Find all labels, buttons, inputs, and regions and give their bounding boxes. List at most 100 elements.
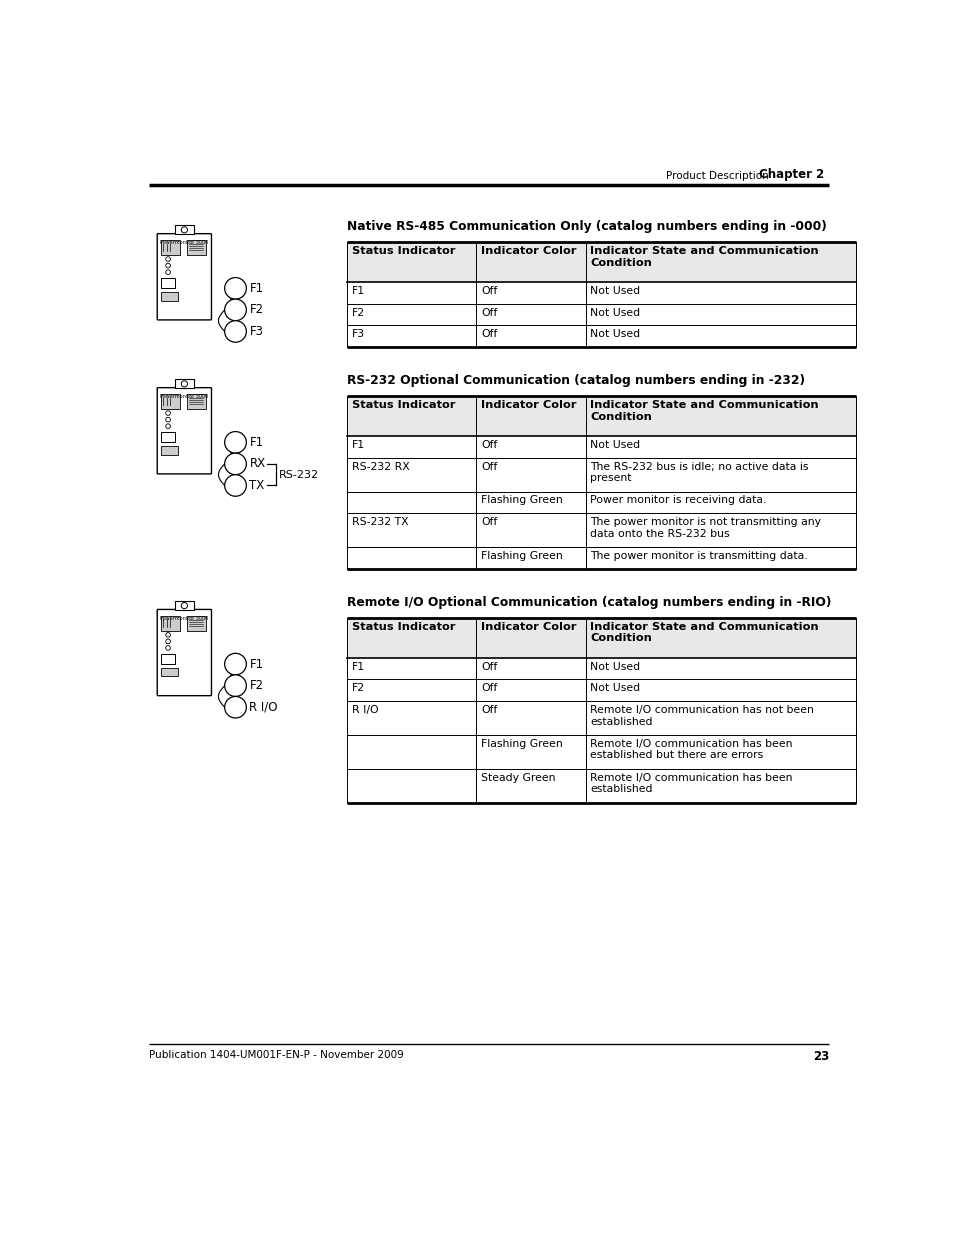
Circle shape — [166, 270, 171, 274]
Bar — [347, 769, 856, 803]
Text: Indicator State and Communication
Condition: Indicator State and Communication Condit… — [590, 400, 819, 421]
FancyBboxPatch shape — [160, 655, 175, 664]
Text: Indicator Color: Indicator Color — [480, 246, 576, 256]
Circle shape — [224, 321, 246, 342]
Text: 23: 23 — [812, 1050, 828, 1063]
Text: Remote I/O communication has been
established but there are errors: Remote I/O communication has been establ… — [590, 739, 792, 761]
Text: TX: TX — [249, 479, 264, 492]
Text: Status Indicator: Status Indicator — [352, 621, 455, 632]
Text: Not Used: Not Used — [590, 440, 639, 450]
Text: F1: F1 — [249, 282, 263, 295]
FancyBboxPatch shape — [160, 432, 175, 442]
Text: F2: F2 — [249, 304, 263, 316]
Text: F1: F1 — [249, 657, 263, 671]
Text: Indicator State and Communication
Condition: Indicator State and Communication Condit… — [590, 246, 819, 268]
Text: Remote I/O communication has been
established: Remote I/O communication has been establ… — [590, 773, 792, 794]
Text: Indicator State and Communication
Condition: Indicator State and Communication Condit… — [590, 621, 819, 643]
Text: The power monitor is not transmitting any
data onto the RS-232 bus: The power monitor is not transmitting an… — [590, 517, 821, 538]
Text: Off: Off — [480, 330, 497, 340]
Bar — [347, 325, 856, 347]
Text: RX: RX — [249, 457, 265, 471]
Text: Steady Green: Steady Green — [480, 773, 555, 783]
Text: RS-232 RX: RS-232 RX — [352, 462, 409, 472]
Bar — [347, 679, 856, 701]
Circle shape — [166, 646, 171, 651]
Circle shape — [181, 380, 187, 387]
Text: F1: F1 — [352, 662, 364, 672]
Text: Off: Off — [480, 662, 497, 672]
Text: Not Used: Not Used — [590, 683, 639, 693]
Bar — [347, 436, 856, 458]
Text: Product Description: Product Description — [666, 170, 768, 180]
FancyBboxPatch shape — [157, 388, 212, 474]
FancyBboxPatch shape — [187, 616, 206, 631]
FancyBboxPatch shape — [160, 241, 180, 254]
Circle shape — [166, 424, 171, 429]
Text: F1: F1 — [352, 287, 364, 296]
Circle shape — [166, 417, 171, 422]
Circle shape — [224, 674, 246, 697]
Bar — [347, 458, 856, 492]
Text: Indicator Color: Indicator Color — [480, 400, 576, 410]
Bar — [347, 618, 856, 658]
FancyBboxPatch shape — [157, 609, 212, 695]
Text: Off: Off — [480, 440, 497, 450]
Text: Not Used: Not Used — [590, 287, 639, 296]
Bar — [347, 396, 856, 436]
Text: F1: F1 — [249, 436, 263, 448]
Bar — [175, 379, 193, 389]
Text: Status Indicator: Status Indicator — [352, 400, 455, 410]
Text: F2: F2 — [352, 308, 364, 317]
Text: Powermonitor 3000: Powermonitor 3000 — [160, 394, 209, 399]
Bar — [347, 547, 856, 568]
Text: Off: Off — [480, 517, 497, 527]
Circle shape — [181, 227, 187, 233]
Circle shape — [224, 278, 246, 299]
Text: Powermonitor 3000: Powermonitor 3000 — [160, 240, 209, 245]
Circle shape — [224, 299, 246, 321]
Text: Status Indicator: Status Indicator — [352, 246, 455, 256]
FancyBboxPatch shape — [160, 394, 180, 409]
Circle shape — [166, 411, 171, 415]
Bar — [347, 658, 856, 679]
Bar — [347, 701, 856, 735]
Text: RS-232 Optional Communication (catalog numbers ending in -232): RS-232 Optional Communication (catalog n… — [347, 374, 804, 387]
Bar — [347, 282, 856, 304]
Bar — [175, 225, 193, 235]
Text: F1: F1 — [352, 440, 364, 450]
Circle shape — [224, 431, 246, 453]
Circle shape — [166, 632, 171, 637]
FancyBboxPatch shape — [187, 241, 206, 254]
FancyBboxPatch shape — [160, 278, 175, 288]
Bar — [347, 242, 856, 282]
Text: Off: Off — [480, 287, 497, 296]
Text: F3: F3 — [249, 325, 263, 338]
Text: Flashing Green: Flashing Green — [480, 495, 562, 505]
FancyBboxPatch shape — [160, 668, 178, 677]
Circle shape — [224, 474, 246, 496]
Bar — [347, 304, 856, 325]
Circle shape — [166, 263, 171, 268]
Circle shape — [224, 653, 246, 674]
Bar — [347, 492, 856, 514]
Text: Off: Off — [480, 683, 497, 693]
Text: Chapter 2: Chapter 2 — [759, 168, 823, 180]
Text: Not Used: Not Used — [590, 662, 639, 672]
Text: F2: F2 — [352, 683, 364, 693]
Text: Off: Off — [480, 462, 497, 472]
Text: Powermonitor 3000: Powermonitor 3000 — [160, 615, 209, 621]
Text: The RS-232 bus is idle; no active data is
present: The RS-232 bus is idle; no active data i… — [590, 462, 808, 483]
Text: Off: Off — [480, 705, 497, 715]
Text: Flashing Green: Flashing Green — [480, 739, 562, 748]
Bar — [347, 735, 856, 769]
Text: Remote I/O Optional Communication (catalog numbers ending in -RIO): Remote I/O Optional Communication (catal… — [347, 595, 830, 609]
Text: RS-232 TX: RS-232 TX — [352, 517, 408, 527]
Text: Off: Off — [480, 308, 497, 317]
Text: Power monitor is receiving data.: Power monitor is receiving data. — [590, 495, 766, 505]
Circle shape — [224, 453, 246, 474]
FancyBboxPatch shape — [187, 394, 206, 409]
Bar — [175, 601, 193, 610]
FancyBboxPatch shape — [160, 616, 180, 631]
Text: Remote I/O communication has not been
established: Remote I/O communication has not been es… — [590, 705, 814, 726]
FancyBboxPatch shape — [160, 293, 178, 300]
